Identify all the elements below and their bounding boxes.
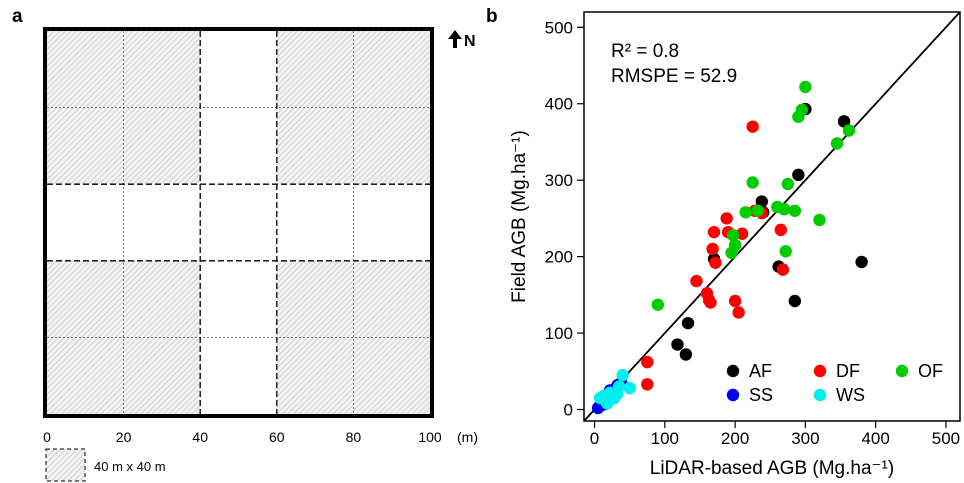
data-point-of (746, 176, 759, 189)
north-arrow: N (448, 30, 476, 50)
y-axis-title: Field AGB (Mg.ha⁻¹) (509, 130, 530, 303)
data-point-df (706, 242, 719, 256)
scale-legend-swatch (45, 448, 86, 482)
x-axis: 0 100 200 300 400 500 (590, 421, 960, 448)
legend-marker (813, 364, 827, 378)
data-point-af (792, 168, 805, 182)
data-point-of (751, 204, 764, 217)
y-tick-label: 500 (545, 18, 573, 37)
y-tick-label: 100 (545, 324, 573, 343)
data-point-df (776, 263, 790, 276)
plot-boundary (43, 27, 434, 418)
data-point-af (837, 115, 851, 128)
data-point-af (855, 255, 868, 269)
panel-a-tick-label: 60 (269, 429, 285, 445)
legend-label: DF (836, 361, 860, 381)
shaded-subplots (47, 31, 430, 414)
data-point-of (813, 213, 826, 227)
data-point-df (704, 296, 717, 309)
data-point-df (732, 306, 745, 319)
panel-a-x-unit: (m) (457, 429, 478, 445)
data-point-af (679, 348, 693, 361)
data-point-ws (612, 380, 626, 393)
x-axis-title: LiDAR-based AGB (Mg.ha⁻¹) (650, 458, 894, 479)
data-point-of (830, 137, 844, 150)
data-point-ws (616, 368, 629, 382)
legend-label: OF (918, 361, 943, 381)
legend-marker (726, 364, 740, 378)
plot-grid (47, 31, 430, 414)
data-point-of (739, 206, 752, 219)
data-point-af (788, 294, 802, 308)
y-tick-label: 300 (545, 171, 573, 190)
data-point-of (651, 298, 664, 311)
y-tick-label: 400 (545, 95, 573, 114)
panel-a-tick-label: 100 (418, 429, 442, 445)
legend-label: WS (836, 385, 865, 405)
x-tick-label: 100 (651, 429, 679, 448)
x-tick-label: 200 (721, 429, 749, 448)
data-point-df (641, 378, 654, 391)
x-tick-label: 500 (932, 429, 960, 448)
data-point-of (728, 238, 742, 252)
legend-label: AF (749, 361, 772, 381)
data-point-df (774, 223, 787, 237)
legend-marker (895, 364, 909, 378)
legend-label: SS (749, 385, 773, 405)
y-tick-label: 0 (564, 401, 573, 420)
data-point-df (720, 212, 733, 225)
r-squared-annotation: R² = 0.8 (611, 41, 679, 62)
data-point-af (671, 338, 684, 351)
data-point-ws (623, 381, 636, 395)
scale-legend: 40 m x 40 m (45, 448, 166, 482)
data-point-of (778, 203, 791, 216)
y-axis: 0 100 200 300 400 500 (545, 18, 584, 420)
panel-a-tick-label: 80 (346, 429, 362, 445)
legend: AF DF OF SS WS (726, 361, 943, 405)
panel-b-label: b (486, 6, 498, 27)
data-point-of (781, 177, 795, 191)
plot-frame (583, 11, 961, 422)
data-point-df (690, 274, 703, 288)
data-point-df (709, 256, 722, 269)
panel-a-tick-label: 20 (116, 429, 132, 445)
one-to-one-line (583, 11, 961, 422)
north-arrow-icon (448, 30, 462, 48)
data-point-af (681, 316, 695, 330)
x-tick-label: 300 (791, 429, 819, 448)
scale-legend-label: 40 m x 40 m (94, 459, 166, 474)
rmspe-annotation: RMSPE = 52.9 (611, 66, 737, 87)
y-tick-label: 200 (545, 248, 573, 267)
data-point-of (795, 103, 809, 117)
data-point-of (779, 245, 792, 258)
data-point-of (799, 80, 812, 94)
panel-a-x-ticks: 0 20 40 60 80 100 (43, 429, 442, 445)
panel-a-tick-label: 40 (192, 429, 208, 445)
data-point-of (842, 124, 856, 137)
x-tick-label: 400 (861, 429, 889, 448)
panel-a-plot-layout: a 0 20 40 60 80 100 (m) N 40 m x 40 m (12, 6, 478, 482)
legend-marker (813, 388, 827, 402)
data-point-df (746, 120, 759, 133)
data-point-df (707, 225, 721, 239)
data-point-of (726, 229, 740, 242)
data-point-df (641, 355, 654, 369)
legend-marker (726, 388, 740, 402)
data-point-df (728, 294, 742, 308)
x-tick-label: 0 (590, 429, 599, 448)
data-point-df (735, 227, 749, 240)
panel-a-tick-label: 0 (43, 429, 51, 445)
panel-b-scatter: b 0 100 200 300 400 500 0 100 200 300 400 500 LiDA… (486, 6, 961, 479)
north-label: N (464, 33, 476, 50)
panel-a-label: a (12, 6, 23, 27)
data-point-of (788, 204, 802, 217)
data-points (591, 80, 868, 415)
